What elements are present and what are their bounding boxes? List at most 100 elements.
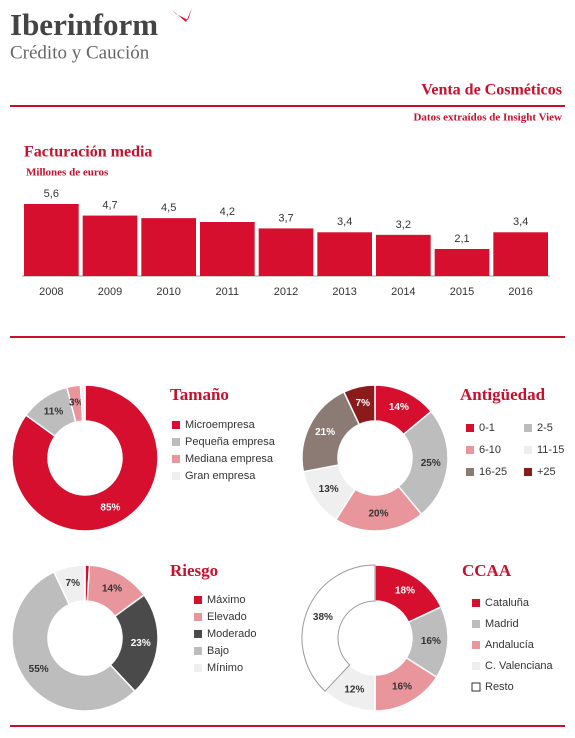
value-label: 3,2: [396, 219, 411, 231]
value-label: 20%: [369, 509, 389, 520]
legend-label: 0-1: [479, 422, 495, 434]
legend-swatch: [472, 599, 480, 607]
bar: [200, 222, 255, 276]
value-label: 55%: [29, 664, 49, 675]
legend-swatch: [524, 468, 532, 476]
x-tick-label: 2009: [98, 286, 122, 298]
legend-swatch: [524, 446, 532, 454]
value-label: 3%: [69, 397, 84, 408]
value-label: 4,2: [220, 206, 235, 218]
legend-swatch: [194, 664, 202, 672]
legend-swatch: [472, 620, 480, 628]
x-tick-label: 2012: [274, 286, 298, 298]
value-label: 4,7: [102, 199, 117, 211]
legend-label: Madrid: [485, 618, 519, 630]
value-label: 14%: [102, 584, 122, 595]
donut-slice: [11, 384, 159, 532]
source: Datos extraídos de Insight View: [413, 112, 562, 124]
legend-swatch: [466, 424, 474, 432]
x-tick-label: 2015: [450, 286, 474, 298]
value-label: 5,6: [44, 188, 59, 200]
value-label: 11%: [44, 406, 64, 417]
legend-swatch: [172, 421, 180, 429]
chart-title: CCAA: [462, 561, 512, 580]
legend-swatch: [466, 468, 474, 476]
value-label: 3,4: [337, 216, 352, 228]
value-label: 13%: [319, 484, 339, 495]
legend-swatch: [172, 438, 180, 446]
value-label: 4,5: [161, 202, 176, 214]
donut-slice: [397, 410, 449, 516]
x-tick-label: 2014: [391, 286, 415, 298]
legend-label: Mediana empresa: [185, 453, 274, 465]
legend-swatch: [172, 455, 180, 463]
legend-swatch: [194, 647, 202, 655]
bar: [258, 228, 314, 276]
value-label: 3,4: [513, 216, 528, 228]
legend-label: 16-25: [479, 466, 507, 478]
bar: [434, 249, 490, 276]
value-label: 38%: [313, 612, 333, 623]
value-label: 3,7: [278, 212, 293, 224]
x-tick-label: 2008: [39, 286, 63, 298]
value-label: 2,1: [454, 233, 469, 245]
chart-title: Riesgo: [170, 561, 218, 580]
legend-label: Máximo: [207, 594, 246, 606]
x-tick-label: 2016: [508, 286, 532, 298]
chart-title: Tamaño: [170, 385, 229, 404]
chart-subtitle: Millones de euros: [26, 167, 109, 179]
value-label: 12%: [344, 685, 364, 696]
chart-title: Antigüedad: [460, 385, 546, 404]
logo: [172, 8, 192, 22]
bar: [141, 218, 196, 276]
x-tick-label: 2013: [332, 286, 356, 298]
legend-label: Cataluña: [485, 597, 530, 609]
legend-label: Bajo: [207, 645, 229, 657]
legend-label: 11-15: [537, 444, 564, 456]
legend-swatch: [524, 424, 532, 432]
legend-label: Andalucía: [485, 639, 535, 651]
legend-label: 2-5: [537, 422, 553, 434]
donut-slice: [11, 570, 137, 712]
value-label: 14%: [389, 402, 409, 413]
legend-label: Elevado: [207, 611, 247, 623]
legend-swatch: [466, 446, 474, 454]
legend-swatch: [172, 472, 180, 480]
x-tick-label: 2010: [156, 286, 180, 298]
legend-swatch: [471, 682, 481, 692]
legend-label: Resto: [485, 681, 514, 693]
value-label: 16%: [392, 682, 412, 693]
brand: Iberinform: [10, 7, 158, 42]
legend-label: Gran empresa: [185, 470, 256, 482]
bar: [317, 232, 372, 276]
bar: [24, 204, 79, 276]
donut-slice: [301, 564, 376, 692]
bar: [82, 215, 138, 276]
bar: [493, 232, 548, 276]
legend-label: +25: [537, 466, 556, 478]
legend-label: Microempresa: [185, 419, 256, 431]
value-label: 25%: [421, 458, 441, 469]
legend-swatch: [194, 630, 202, 638]
x-tick-label: 2011: [216, 286, 240, 298]
legend-swatch: [472, 641, 480, 649]
value-label: 18%: [395, 585, 415, 596]
value-label: 7%: [66, 578, 81, 589]
legend-label: Mínimo: [207, 662, 243, 674]
chart-title: Facturación media: [24, 144, 152, 161]
legend-label: 6-10: [479, 444, 501, 456]
donut-slice: [342, 384, 376, 426]
legend-label: C. Valenciana: [485, 660, 554, 672]
legend-label: Pequeña empresa: [185, 436, 276, 448]
donut-slice: [52, 564, 86, 606]
legend-swatch: [194, 596, 202, 604]
value-label: 23%: [131, 638, 151, 649]
donut-slice: [79, 384, 86, 422]
value-label: 16%: [421, 636, 441, 647]
page-title: Venta de Cosméticos: [421, 82, 562, 99]
legend-swatch: [472, 662, 480, 670]
legend-label: Moderado: [207, 628, 257, 640]
value-label: 21%: [315, 427, 335, 438]
bar: [376, 234, 431, 276]
